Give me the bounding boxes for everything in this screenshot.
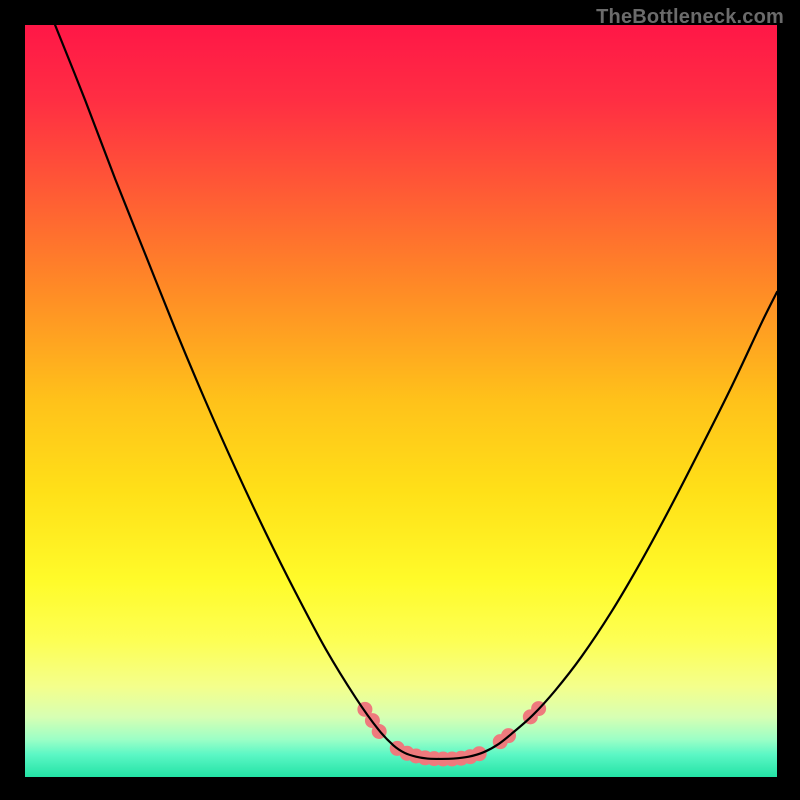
watermark-text: TheBottleneck.com — [596, 6, 784, 29]
plot-area — [25, 25, 777, 777]
bottleneck-chart — [0, 0, 800, 800]
